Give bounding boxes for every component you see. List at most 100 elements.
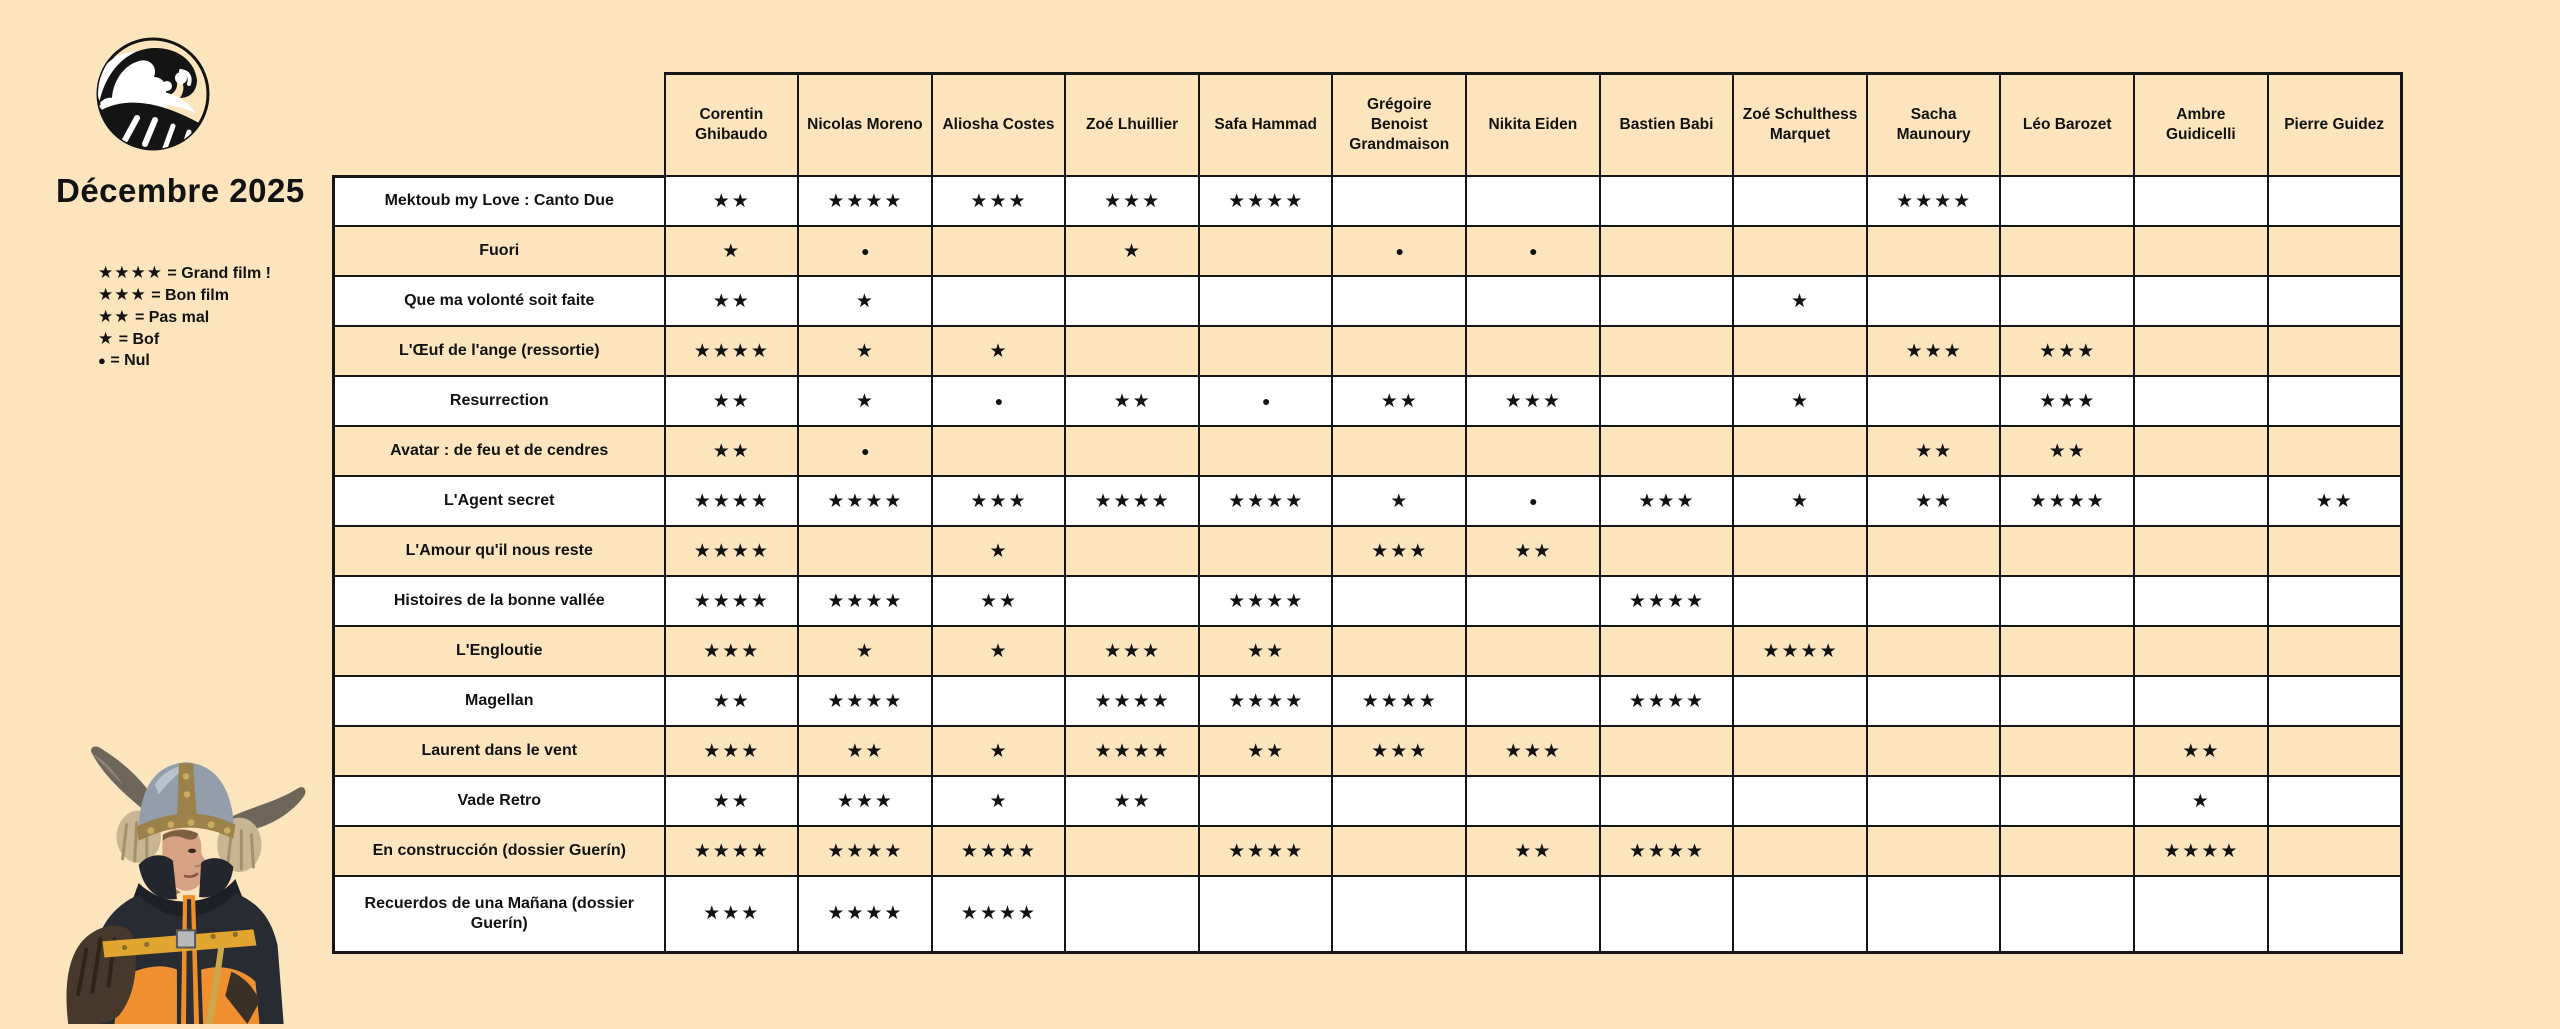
film-row: L'Engloutie ★★★ ★ ★ ★★★ ★★ ★★★★ — [332, 625, 2403, 677]
legend-label: = Bon film — [151, 287, 229, 304]
rating-cell — [1197, 425, 1334, 477]
rating-cell: ★★ — [1064, 375, 1200, 427]
rating-cell — [1197, 775, 1334, 827]
rating-cell: ★★★★ — [1064, 475, 1200, 527]
rating-cell: ★★★★ — [1197, 175, 1334, 227]
rating-cell: ★ — [1064, 225, 1200, 277]
rating-cell: ★★★ — [1999, 375, 2136, 427]
rating-cell — [2266, 875, 2403, 954]
rating-cell: ★ — [2133, 775, 2269, 827]
film-title: Recuerdos de una Mañana (dossier Guerín) — [332, 875, 666, 954]
rating-cell — [1598, 725, 1735, 777]
rating-cell: ★ — [1732, 275, 1868, 327]
rating-cell — [1999, 825, 2136, 877]
rating-cell: ★★ — [663, 175, 800, 227]
legend-item: ★★ = Pas mal — [98, 306, 271, 328]
rating-cell: ★★★★ — [663, 525, 800, 577]
rating-cell — [1598, 325, 1735, 377]
legend-item: ● = Nul — [98, 350, 271, 371]
rating-cell: ★★ — [1465, 525, 1601, 577]
rating-cell: ★★ — [663, 675, 800, 727]
rating-cell: ★ — [930, 325, 1067, 377]
rating-cell: ★★ — [2266, 475, 2403, 527]
rating-cell — [1197, 275, 1334, 327]
film-row: Fuori ★ ● ★ ● ● — [332, 225, 2403, 277]
rating-cell: ★ — [797, 625, 933, 677]
rating-cell — [2133, 175, 2269, 227]
rating-cell — [2133, 425, 2269, 477]
film-title: L'Engloutie — [332, 625, 666, 677]
rating-cell — [1064, 325, 1200, 377]
rating-cell: ★★★ — [1999, 325, 2136, 377]
rating-cell: ★★★★ — [1197, 675, 1334, 727]
rating-cell — [1865, 375, 2002, 427]
film-title: Vade Retro — [332, 775, 666, 827]
rating-cell — [1465, 875, 1601, 954]
rating-cell — [1732, 525, 1868, 577]
rating-cell — [2133, 225, 2269, 277]
rating-cell — [1465, 325, 1601, 377]
rating-cell — [2266, 175, 2403, 227]
film-row: Avatar : de feu et de cendres ★★ ● ★★ ★★ — [332, 425, 2403, 477]
rating-cell — [1732, 875, 1868, 954]
page-title: Décembre 2025 — [56, 172, 305, 209]
rating-cell: ★★ — [1197, 725, 1334, 777]
rating-cell: ★★★ — [1331, 525, 1468, 577]
rating-cell: ● — [1465, 225, 1601, 277]
rating-cell: ★★★★ — [1598, 575, 1735, 627]
rating-cell: ★★★★ — [797, 175, 933, 227]
rating-cell: ★★★ — [930, 475, 1067, 527]
rating-cell — [1064, 425, 1200, 477]
rating-cell: ★★ — [1465, 825, 1601, 877]
rating-cell — [1598, 225, 1735, 277]
critic-header: Bastien Babi — [1598, 72, 1735, 177]
rating-cell: ★ — [930, 775, 1067, 827]
rating-cell — [1197, 225, 1334, 277]
rating-cell: ★★★ — [1598, 475, 1735, 527]
rating-cell: ★ — [797, 325, 933, 377]
film-title: L'Amour qu'il nous reste — [332, 525, 666, 577]
legend-item: ★★★★ = Grand film ! — [98, 262, 271, 284]
rating-cell — [1999, 275, 2136, 327]
rating-cell — [1331, 575, 1468, 627]
rating-cell — [2133, 875, 2269, 954]
rating-cell — [1465, 175, 1601, 227]
rating-cell: ★★ — [797, 725, 933, 777]
rating-cell — [1064, 825, 1200, 877]
critics-header-row: Corentin Ghibaudo Nicolas Moreno Aliosha C… — [334, 72, 2403, 177]
rating-cell: ★ — [1732, 375, 1868, 427]
rating-cell: ● — [1331, 225, 1468, 277]
rating-cell — [2266, 675, 2403, 727]
rating-cell: ★★★★ — [663, 475, 800, 527]
rating-cell — [1732, 575, 1868, 627]
rating-cell: ★★★★ — [2133, 825, 2269, 877]
critic-header: Zoé Lhuillier — [1064, 72, 1200, 177]
rating-cell: ★★ — [1865, 425, 2002, 477]
rating-cell — [1865, 875, 2002, 954]
rating-cell: ★ — [930, 525, 1067, 577]
rating-cell: ★★ — [1331, 375, 1468, 427]
rating-cell — [1865, 525, 2002, 577]
rating-cell: ★ — [1732, 475, 1868, 527]
rating-cell — [2133, 625, 2269, 677]
rating-cell: ★★★★ — [930, 875, 1067, 954]
rating-cell: ● — [797, 225, 933, 277]
rating-cell — [2133, 475, 2269, 527]
film-row: L'Œuf de l'ange (ressortie) ★★★★ ★ ★ ★★★ ★★★ — [332, 325, 2403, 377]
rating-cell — [1598, 425, 1735, 477]
rating-cell: ★ — [930, 625, 1067, 677]
film-row: Histoires de la bonne vallée ★★★★ ★★★★ ★★ ★★… — [332, 575, 2403, 627]
rating-cell: ★★★★ — [1197, 825, 1334, 877]
critic-header: Ambre Guidicelli — [2133, 72, 2269, 177]
rating-cell — [1999, 875, 2136, 954]
legend-item: ★★★ = Bon film — [98, 284, 271, 306]
rating-cell — [1064, 525, 1200, 577]
rating-cell: ★★★★ — [930, 825, 1067, 877]
rating-cell — [2133, 525, 2269, 577]
rating-cell — [1999, 525, 2136, 577]
film-row: L'Agent secret ★★★★ ★★★★ ★★★ ★★★★ ★★★★ ★ ● ★★★ ★ ★… — [332, 475, 2403, 527]
rating-cell: ★★★★ — [797, 675, 933, 727]
critic-header: Nikita Eiden — [1465, 72, 1601, 177]
film-title: Resurrection — [332, 375, 666, 427]
legend-label: = Bof — [118, 331, 160, 348]
